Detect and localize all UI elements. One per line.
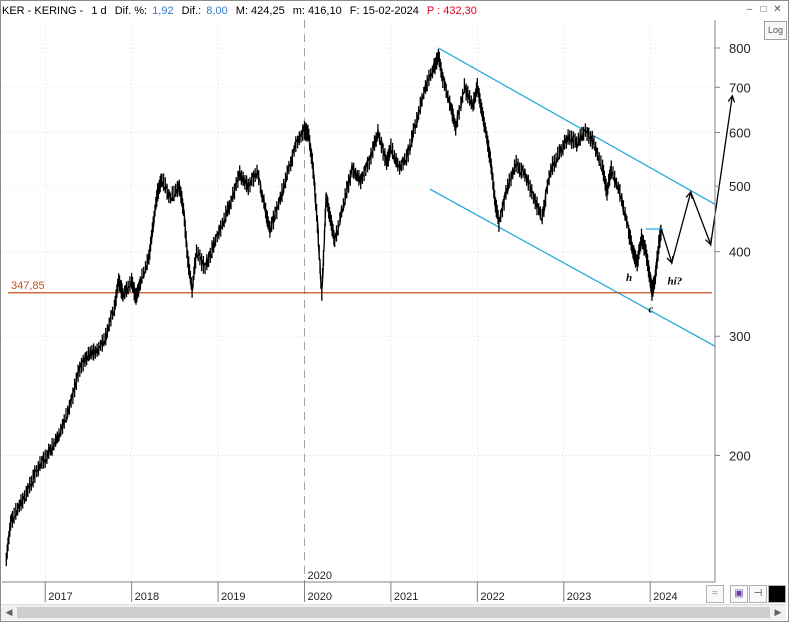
price-line xyxy=(5,49,663,567)
date-label: F: 15-02-2024 xyxy=(349,5,419,17)
projection-path xyxy=(660,94,736,266)
dif-pct-label: Dif. %: xyxy=(114,5,148,17)
scroll-right-icon[interactable]: ▶ xyxy=(774,607,782,617)
annotations: h c hi? xyxy=(626,272,683,316)
x-tick-label: 2019 xyxy=(221,591,245,603)
minimize-button[interactable]: – xyxy=(746,4,753,15)
close-button[interactable]: ✕ xyxy=(773,4,782,15)
max-label: M: 424,25 xyxy=(235,5,285,17)
price-series xyxy=(5,49,664,567)
annotation-label: c xyxy=(648,304,653,316)
channel-upper-line xyxy=(438,47,716,205)
maximize-button[interactable]: □ xyxy=(760,4,767,15)
x-tick-label: 2022 xyxy=(480,591,504,603)
price-label: P : 432,30 xyxy=(426,5,477,17)
x-tick-label: 2020 xyxy=(307,591,331,603)
scroll-left-icon[interactable]: ◀ xyxy=(5,607,13,617)
color-swatch-icon[interactable] xyxy=(768,585,786,603)
projection-arrowhead xyxy=(666,255,674,265)
year-marker-label: 2020 xyxy=(307,570,331,582)
projection-arrowhead xyxy=(685,190,693,200)
x-tick-label: 2018 xyxy=(135,591,159,603)
y-tick-label: 600 xyxy=(729,126,751,141)
channel-lower-line xyxy=(429,188,716,347)
wave-icon[interactable]: ≈ xyxy=(706,585,724,603)
y-tick-label: 500 xyxy=(729,179,751,194)
grid xyxy=(2,20,715,582)
horizontal-scrollbar[interactable]: ◀ ▶ xyxy=(1,604,786,620)
y-tick-label: 200 xyxy=(729,448,751,463)
annotation-label: hi? xyxy=(667,275,682,287)
support-level-label: 347,85 xyxy=(11,280,45,292)
min-label: m: 416,10 xyxy=(292,5,342,17)
x-tick-label: 2024 xyxy=(653,591,677,603)
axes: 800 700 600 500 400 300 200 2017 2018 2019 2020 202… xyxy=(2,20,751,603)
annotation-label: h xyxy=(626,272,632,284)
pin-icon[interactable]: ⊣ xyxy=(749,585,767,603)
channel-lines xyxy=(429,47,716,347)
scroll-thumb[interactable] xyxy=(17,607,770,618)
x-tick-label: 2021 xyxy=(394,591,418,603)
y-tick-label: 300 xyxy=(729,329,751,344)
projection-arrowhead xyxy=(705,237,713,246)
chart-header: KER - KERING - 1 d Dif. %: 1,92 Dif.: 8,… xyxy=(2,2,787,20)
log-scale-button[interactable]: Log xyxy=(764,21,787,40)
y-tick-label: 700 xyxy=(729,80,751,95)
x-tick-label: 2017 xyxy=(48,591,72,603)
x-tick-label: 2023 xyxy=(567,591,591,603)
dif-pct-value: 1,92 xyxy=(152,5,174,17)
interval-label: 1 d xyxy=(91,5,107,17)
save-icon[interactable]: ▣ xyxy=(730,585,748,603)
y-tick-label: 800 xyxy=(729,41,751,56)
symbol-label: KER - KERING - xyxy=(2,5,84,17)
dif-value: 8,00 xyxy=(206,5,228,17)
dif-label: Dif.: xyxy=(181,5,202,17)
y-tick-label: 400 xyxy=(729,245,751,260)
projection-arrowhead xyxy=(727,94,736,103)
